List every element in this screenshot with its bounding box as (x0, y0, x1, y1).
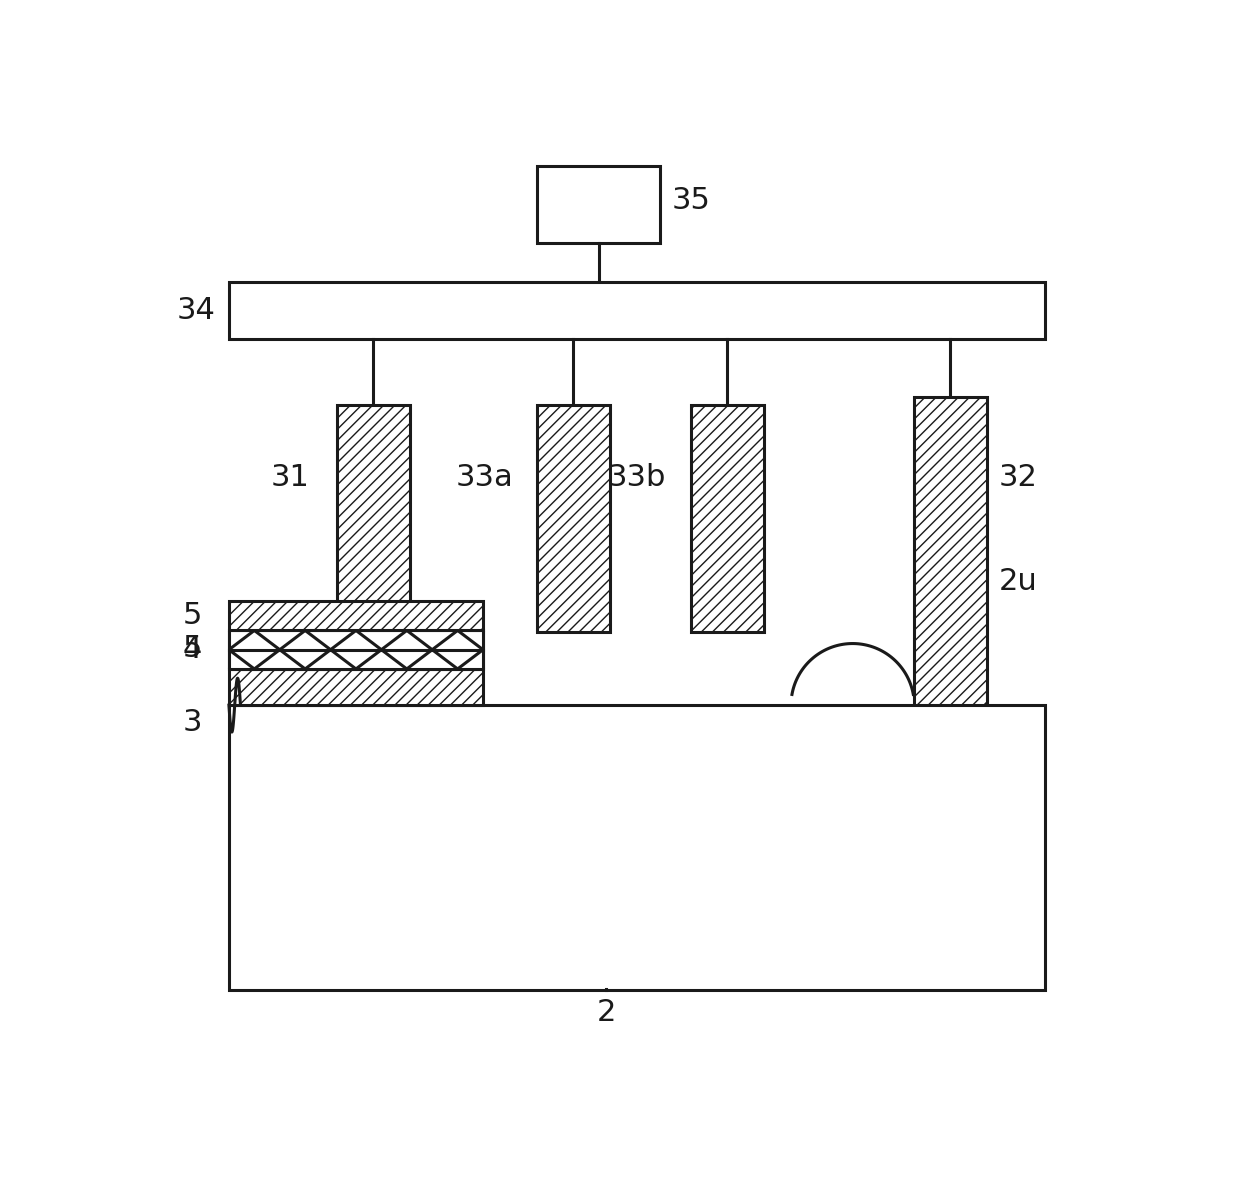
Text: 2: 2 (596, 998, 616, 1026)
Bar (537, 405, 610, 632)
Text: 5: 5 (183, 634, 202, 664)
Bar (537, 166, 660, 243)
Bar (229, 632, 483, 666)
Bar (229, 706, 1045, 991)
Text: 2u: 2u (999, 567, 1038, 596)
Text: 3: 3 (183, 708, 202, 737)
Bar (229, 669, 483, 706)
Text: 32: 32 (999, 464, 1038, 492)
Text: 34: 34 (177, 297, 215, 325)
Bar (691, 405, 764, 632)
Bar (229, 631, 483, 669)
Bar (914, 397, 988, 782)
Bar (229, 281, 1045, 340)
Text: 4: 4 (183, 635, 202, 664)
Text: 5: 5 (183, 601, 202, 631)
Bar (229, 601, 483, 631)
Text: 31: 31 (270, 464, 309, 492)
Text: 33b: 33b (608, 464, 666, 492)
Bar (337, 405, 409, 632)
Text: 33a: 33a (456, 464, 513, 492)
Text: 35: 35 (671, 186, 711, 216)
